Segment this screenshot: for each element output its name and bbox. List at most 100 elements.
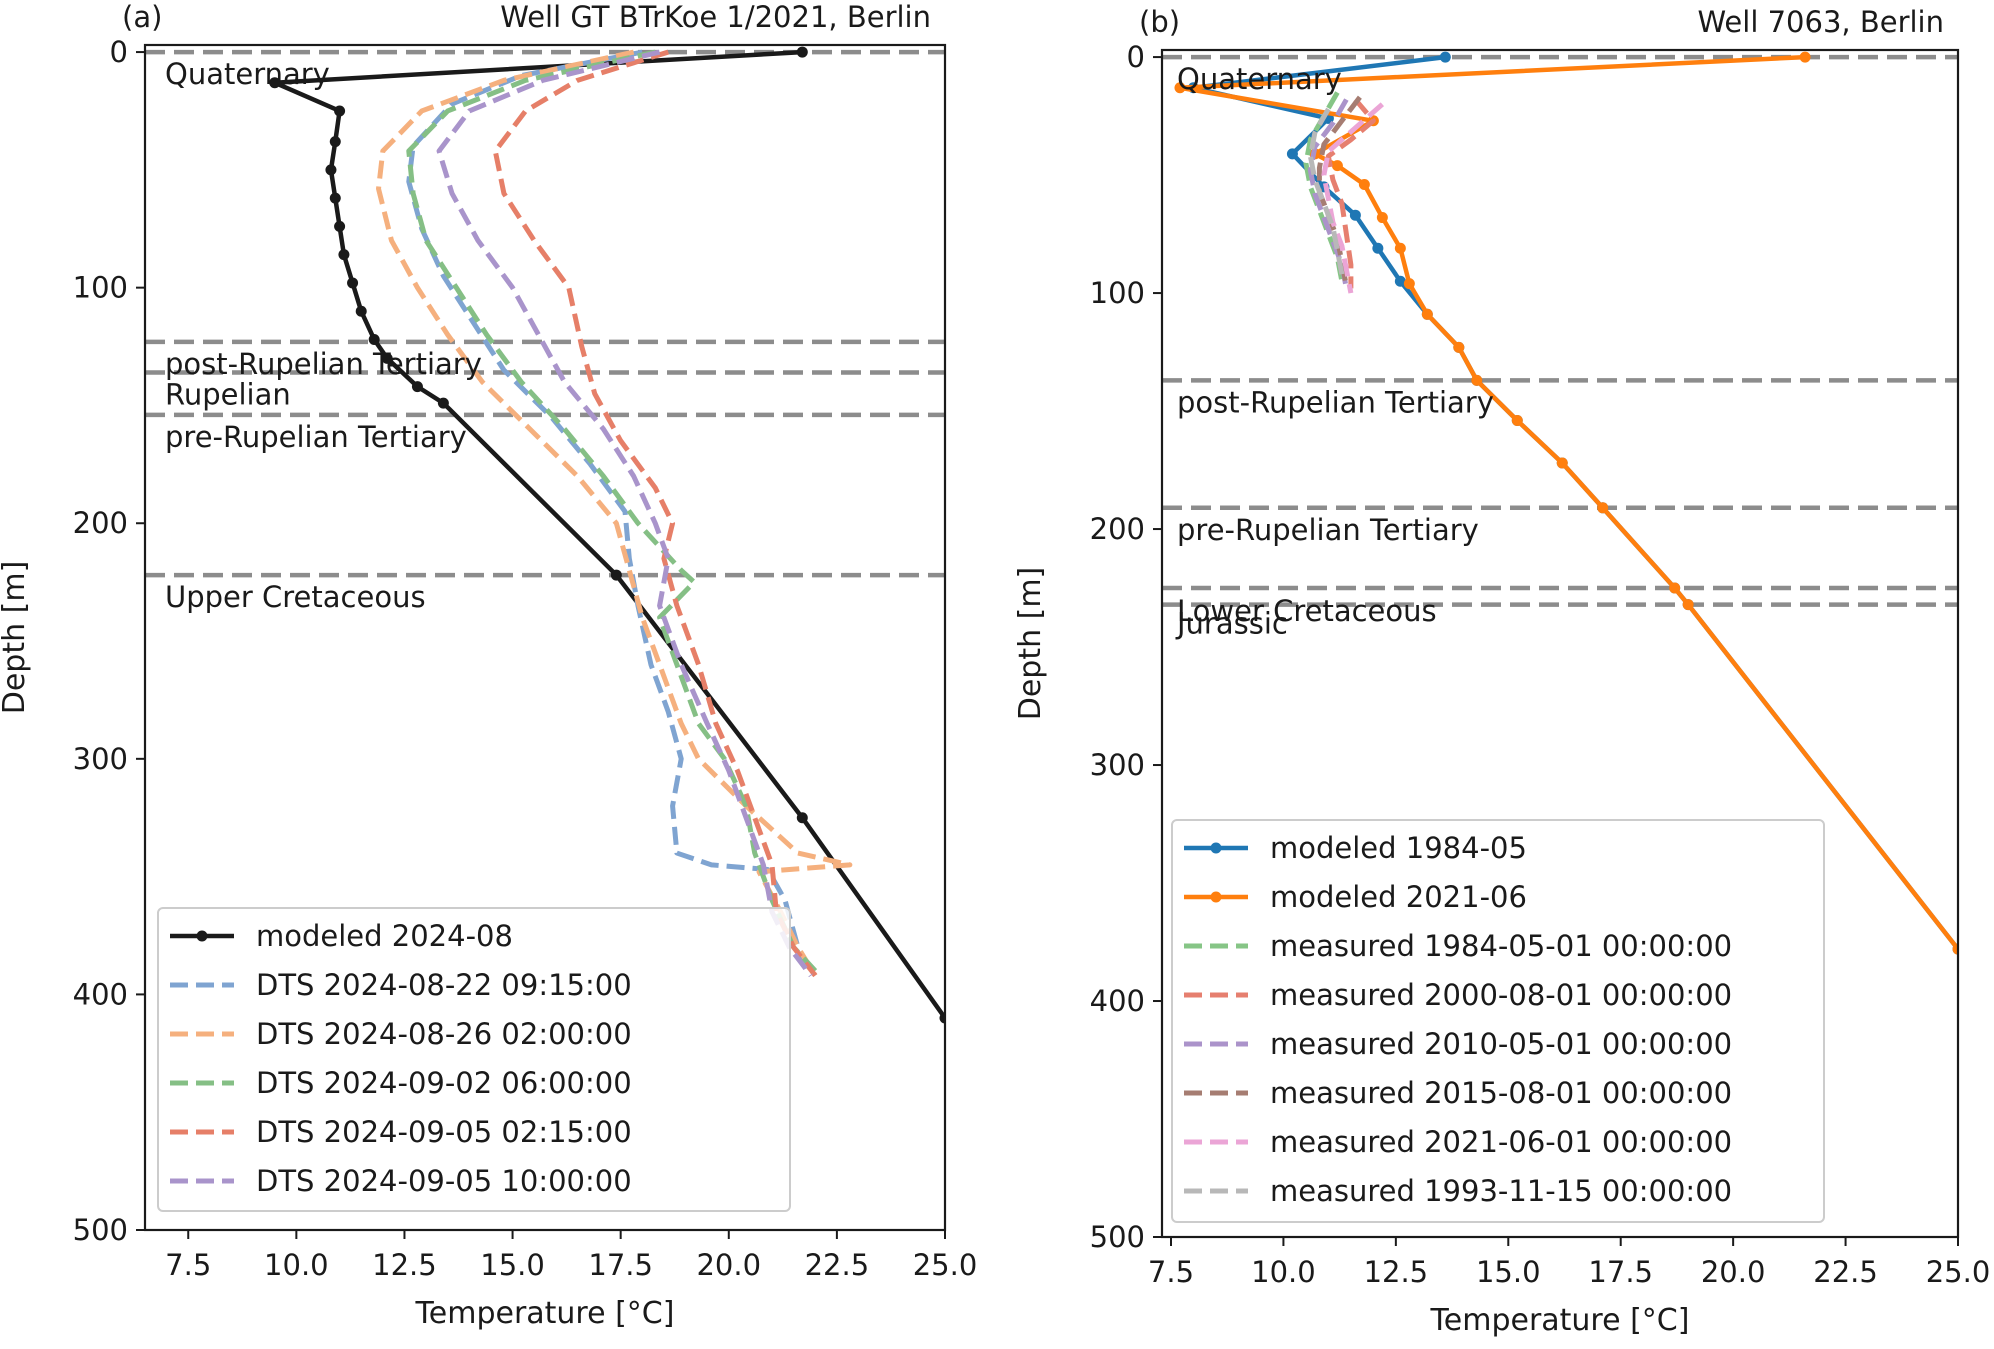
- series-marker: [269, 77, 281, 89]
- series-line: [272, 49, 945, 1020]
- formation-label: Jurassic: [1175, 607, 1288, 641]
- series-marker: [381, 352, 393, 364]
- series-marker: [1453, 341, 1465, 353]
- panel-tag: (b): [1139, 5, 1180, 39]
- x-tick-label: 10.0: [264, 1248, 329, 1282]
- x-tick-label: 12.5: [1364, 1255, 1429, 1289]
- series-marker: [347, 277, 359, 289]
- series-line: [492, 49, 818, 978]
- series-marker: [1174, 82, 1186, 94]
- series-marker: [1669, 582, 1681, 594]
- axes-frame: [1160, 48, 1960, 1239]
- x-tick-label: 15.0: [480, 1248, 545, 1282]
- legend-swatch-marker: [196, 930, 208, 942]
- series-marker: [1439, 51, 1451, 63]
- series-marker: [355, 305, 367, 317]
- legend-label: measured 1984-05-01 00:00:00: [1270, 929, 1732, 963]
- series-marker: [1471, 374, 1483, 386]
- series-marker: [1376, 212, 1388, 224]
- plot-area: [1174, 51, 1958, 955]
- series-marker: [1358, 179, 1370, 191]
- panel-a: Quaternary post-Rupelian TertiaryRupelian…: [0, 0, 977, 1331]
- formation-label: Lower Cretaceous: [1177, 594, 1437, 628]
- x-axis-label: Temperature [°C]: [1430, 1303, 1690, 1338]
- series-line: [406, 49, 814, 977]
- formation-label: post-Rupelian Tertiary: [165, 347, 482, 381]
- y-tick-label: 100: [1090, 276, 1145, 310]
- series-marker: [1799, 51, 1811, 63]
- series-marker: [1682, 599, 1694, 611]
- series-marker: [1372, 242, 1384, 254]
- y-tick-label: 500: [73, 1213, 128, 1247]
- x-tick-label: 15.0: [1476, 1255, 1541, 1289]
- series-marker: [796, 46, 808, 58]
- legend-label: modeled 2021-06: [1270, 880, 1527, 914]
- series-marker: [368, 333, 380, 345]
- legend-label: modeled 2024-08: [256, 919, 513, 953]
- legend-frame: [1171, 819, 1825, 1223]
- legend-label: modeled 1984-05: [1270, 831, 1527, 865]
- legend-label: measured 2010-05-01 00:00:00: [1270, 1027, 1732, 1061]
- legend: modeled 2024-08 DTS 2024-08-22 09:15:00 DT…: [157, 907, 791, 1212]
- y-tick-label: 0: [1127, 40, 1145, 74]
- series-line: [436, 49, 813, 978]
- y-tick-label: 500: [1090, 1220, 1145, 1254]
- series-marker: [334, 105, 346, 117]
- x-axis-label: Temperature [°C]: [415, 1296, 675, 1331]
- series-line: [1307, 107, 1345, 275]
- series-marker: [1349, 209, 1361, 221]
- legend-label: DTS 2024-09-02 06:00:00: [256, 1066, 632, 1100]
- series-marker: [1556, 457, 1568, 469]
- series-marker: [1394, 242, 1406, 254]
- series-marker: [1331, 160, 1343, 172]
- formation-label: Quaternary: [1177, 62, 1342, 96]
- x-tick-label: 25.0: [913, 1248, 978, 1282]
- series-line: [1177, 54, 1958, 951]
- y-tick-label: 200: [1090, 512, 1145, 546]
- x-tick-label: 7.5: [165, 1248, 211, 1282]
- panel-title: Well GT BTrKoe 1/2021, Berlin: [500, 0, 931, 34]
- y-tick-label: 400: [73, 977, 128, 1011]
- legend-label: measured 1993-11-15 00:00:00: [1270, 1174, 1732, 1208]
- x-tick-label: 22.5: [1813, 1255, 1878, 1289]
- y-tick-label: 400: [1090, 984, 1145, 1018]
- y-tick-label: 300: [1090, 748, 1145, 782]
- series-marker: [329, 192, 341, 204]
- series-marker: [1511, 414, 1523, 426]
- series-marker: [334, 220, 346, 232]
- plot-area: [269, 46, 945, 1024]
- series-marker: [610, 569, 622, 581]
- panel-title: Well 7063, Berlin: [1697, 5, 1944, 39]
- series-marker: [329, 136, 341, 148]
- legend-swatch-marker: [1210, 842, 1222, 854]
- series-marker: [338, 249, 350, 261]
- y-tick-label: 100: [73, 271, 128, 305]
- x-tick-label: 17.5: [588, 1248, 653, 1282]
- series-line: [1321, 102, 1385, 294]
- legend-label: DTS 2024-09-05 02:15:00: [256, 1115, 632, 1149]
- panel-b: Quaternary post-Rupelian Tertiary pre-Rupe…: [1013, 5, 1990, 1338]
- series-marker: [437, 397, 449, 409]
- series-marker: [796, 812, 808, 824]
- x-tick-label: 12.5: [372, 1248, 437, 1282]
- series-marker: [1952, 943, 1958, 955]
- formation-label: pre-Rupelian Tertiary: [165, 420, 467, 454]
- legend-label: measured 2015-08-01 00:00:00: [1270, 1076, 1732, 1110]
- x-tick-label: 22.5: [805, 1248, 870, 1282]
- y-axis-label: Depth [m]: [0, 561, 32, 715]
- series-marker: [1394, 275, 1406, 287]
- y-tick-label: 200: [73, 506, 128, 540]
- x-tick-label: 7.5: [1148, 1255, 1194, 1289]
- series-line: [1325, 97, 1376, 289]
- formation-label: pre-Rupelian Tertiary: [1177, 513, 1479, 547]
- formation-label: Quaternary: [165, 57, 330, 91]
- series-marker: [411, 381, 423, 393]
- legend-label: DTS 2024-08-22 09:15:00: [256, 968, 632, 1002]
- x-tick-label: 17.5: [1588, 1255, 1653, 1289]
- legend-label: DTS 2024-09-05 10:00:00: [256, 1164, 632, 1198]
- y-tick-label: 0: [110, 35, 128, 69]
- y-axis-label: Depth [m]: [1013, 567, 1048, 721]
- formation-label: Upper Cretaceous: [165, 580, 426, 614]
- series-marker: [1597, 502, 1609, 514]
